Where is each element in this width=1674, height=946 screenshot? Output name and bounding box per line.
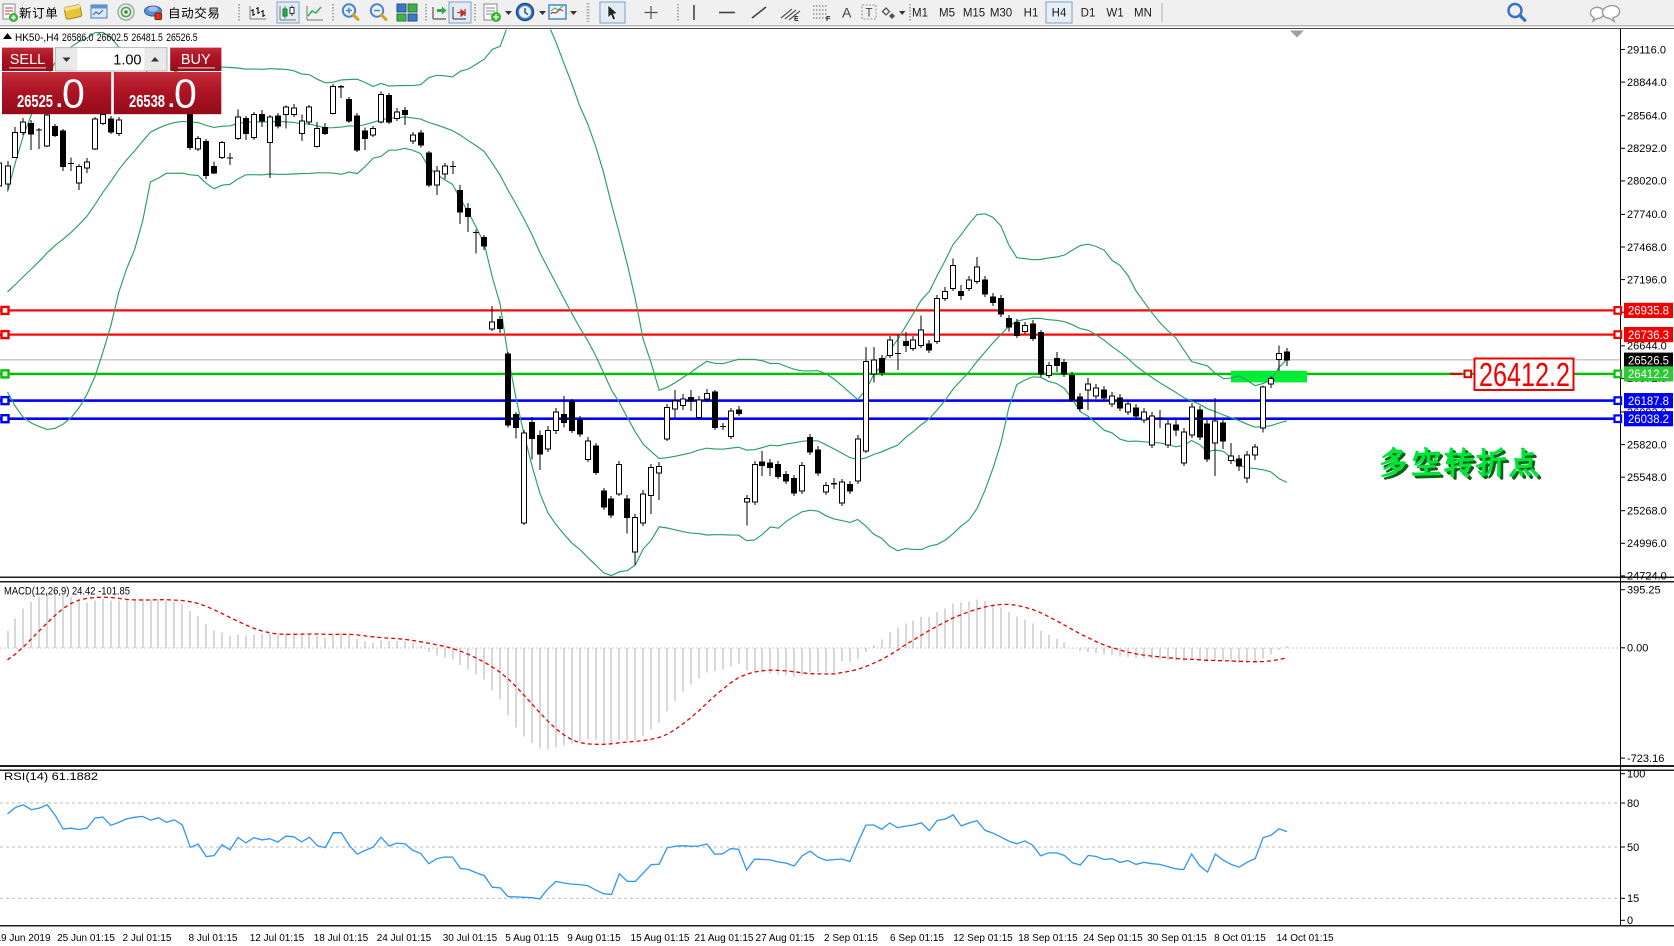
- svg-text:27468.0: 27468.0: [1627, 242, 1667, 254]
- svg-text:27196.0: 27196.0: [1627, 274, 1667, 286]
- svg-text:18 Sep 01:15: 18 Sep 01:15: [1018, 933, 1078, 944]
- svg-text:395.25: 395.25: [1627, 585, 1661, 597]
- svg-text:E: E: [794, 16, 799, 23]
- svg-text:T: T: [866, 8, 873, 20]
- svg-text:-723.16: -723.16: [1627, 753, 1664, 765]
- svg-text:MACD(12,26,9) 24.42 -101.85: MACD(12,26,9) 24.42 -101.85: [4, 586, 130, 598]
- svg-text:30 Jul 01:15: 30 Jul 01:15: [443, 933, 498, 944]
- svg-text:8 Oct 01:15: 8 Oct 01:15: [1214, 933, 1266, 944]
- svg-text:21 Aug 01:15: 21 Aug 01:15: [695, 933, 754, 944]
- svg-text:M30: M30: [990, 8, 1012, 20]
- svg-text:24 Jul 01:15: 24 Jul 01:15: [377, 933, 432, 944]
- svg-text:RSI(14) 61.1882: RSI(14) 61.1882: [4, 771, 98, 783]
- svg-text:2 Jul 01:15: 2 Jul 01:15: [123, 933, 172, 944]
- svg-text:28844.0: 28844.0: [1627, 77, 1667, 89]
- svg-text:18 Jul 01:15: 18 Jul 01:15: [314, 933, 369, 944]
- svg-text:26412.2: 26412.2: [1628, 369, 1669, 381]
- svg-text:14 Oct 01:15: 14 Oct 01:15: [1276, 933, 1334, 944]
- svg-text:26538: 26538: [129, 91, 165, 111]
- svg-text:F: F: [826, 16, 831, 23]
- svg-text:9 Aug 01:15: 9 Aug 01:15: [567, 933, 621, 944]
- svg-text:6 Sep 01:15: 6 Sep 01:15: [890, 933, 944, 944]
- svg-text:M1: M1: [912, 8, 928, 20]
- svg-text:50: 50: [1627, 842, 1639, 854]
- svg-text:8 Jul 01:15: 8 Jul 01:15: [189, 933, 238, 944]
- svg-text:26481.5: 26481.5: [131, 32, 163, 44]
- svg-text:26644.0: 26644.0: [1627, 341, 1667, 353]
- svg-text:27740.0: 27740.0: [1627, 209, 1667, 221]
- svg-text:28292.0: 28292.0: [1627, 143, 1667, 155]
- svg-text:.: .: [168, 86, 175, 113]
- svg-text:M5: M5: [939, 8, 955, 20]
- svg-text:24996.0: 24996.0: [1627, 538, 1667, 550]
- svg-text:28564.0: 28564.0: [1627, 111, 1667, 123]
- svg-text:1.00: 1.00: [113, 52, 141, 68]
- svg-text:100: 100: [1627, 769, 1645, 781]
- svg-text:26038.2: 26038.2: [1628, 414, 1669, 426]
- svg-text:H4: H4: [1052, 8, 1067, 20]
- svg-text:0: 0: [62, 71, 85, 117]
- svg-text:25 Jun 01:15: 25 Jun 01:15: [57, 933, 115, 944]
- svg-text:26525: 26525: [17, 91, 53, 111]
- svg-text:2 Sep 01:15: 2 Sep 01:15: [824, 933, 878, 944]
- svg-text:25268.0: 25268.0: [1627, 506, 1667, 518]
- svg-text:26935.8: 26935.8: [1628, 306, 1669, 318]
- svg-text:15: 15: [1627, 893, 1639, 905]
- svg-text:0: 0: [174, 71, 197, 117]
- svg-text:12 Jul 01:15: 12 Jul 01:15: [250, 933, 305, 944]
- svg-text:H1: H1: [1024, 8, 1039, 20]
- svg-text:MN: MN: [1134, 8, 1152, 20]
- svg-text:M15: M15: [963, 8, 985, 20]
- svg-text:25548.0: 25548.0: [1627, 472, 1667, 484]
- svg-text:SELL: SELL: [10, 52, 45, 68]
- svg-text:0: 0: [1627, 915, 1633, 927]
- svg-text:26412.2: 26412.2: [1479, 356, 1570, 393]
- svg-text:HK50-,H4: HK50-,H4: [15, 32, 59, 44]
- svg-text:19 Jun 2019: 19 Jun 2019: [0, 933, 51, 944]
- svg-text:BUY: BUY: [181, 52, 211, 68]
- svg-text:0.00: 0.00: [1627, 643, 1648, 655]
- svg-text:26586.0: 26586.0: [62, 32, 94, 44]
- svg-text:5 Aug 01:15: 5 Aug 01:15: [505, 933, 559, 944]
- svg-text:W1: W1: [1106, 8, 1123, 20]
- svg-text:28020.0: 28020.0: [1627, 176, 1667, 188]
- svg-text:26526.5: 26526.5: [1628, 355, 1669, 367]
- svg-text:26736.3: 26736.3: [1628, 330, 1669, 342]
- svg-text:80: 80: [1627, 798, 1639, 810]
- svg-text:12 Sep 01:15: 12 Sep 01:15: [953, 933, 1013, 944]
- svg-text:24 Sep 01:15: 24 Sep 01:15: [1083, 933, 1143, 944]
- svg-text:25820.0: 25820.0: [1627, 439, 1667, 451]
- svg-text:24724.0: 24724.0: [1627, 571, 1667, 583]
- svg-text:26187.8: 26187.8: [1628, 396, 1669, 408]
- svg-text:26526.5: 26526.5: [166, 32, 198, 44]
- svg-text:26602.5: 26602.5: [97, 32, 129, 44]
- svg-text:29116.0: 29116.0: [1627, 44, 1666, 56]
- svg-text:D1: D1: [1081, 8, 1096, 20]
- svg-text:A: A: [842, 5, 852, 21]
- svg-text:.: .: [56, 86, 63, 113]
- svg-text:27 Aug 01:15: 27 Aug 01:15: [756, 933, 815, 944]
- svg-text:15 Aug 01:15: 15 Aug 01:15: [631, 933, 690, 944]
- svg-text:30 Sep 01:15: 30 Sep 01:15: [1147, 933, 1207, 944]
